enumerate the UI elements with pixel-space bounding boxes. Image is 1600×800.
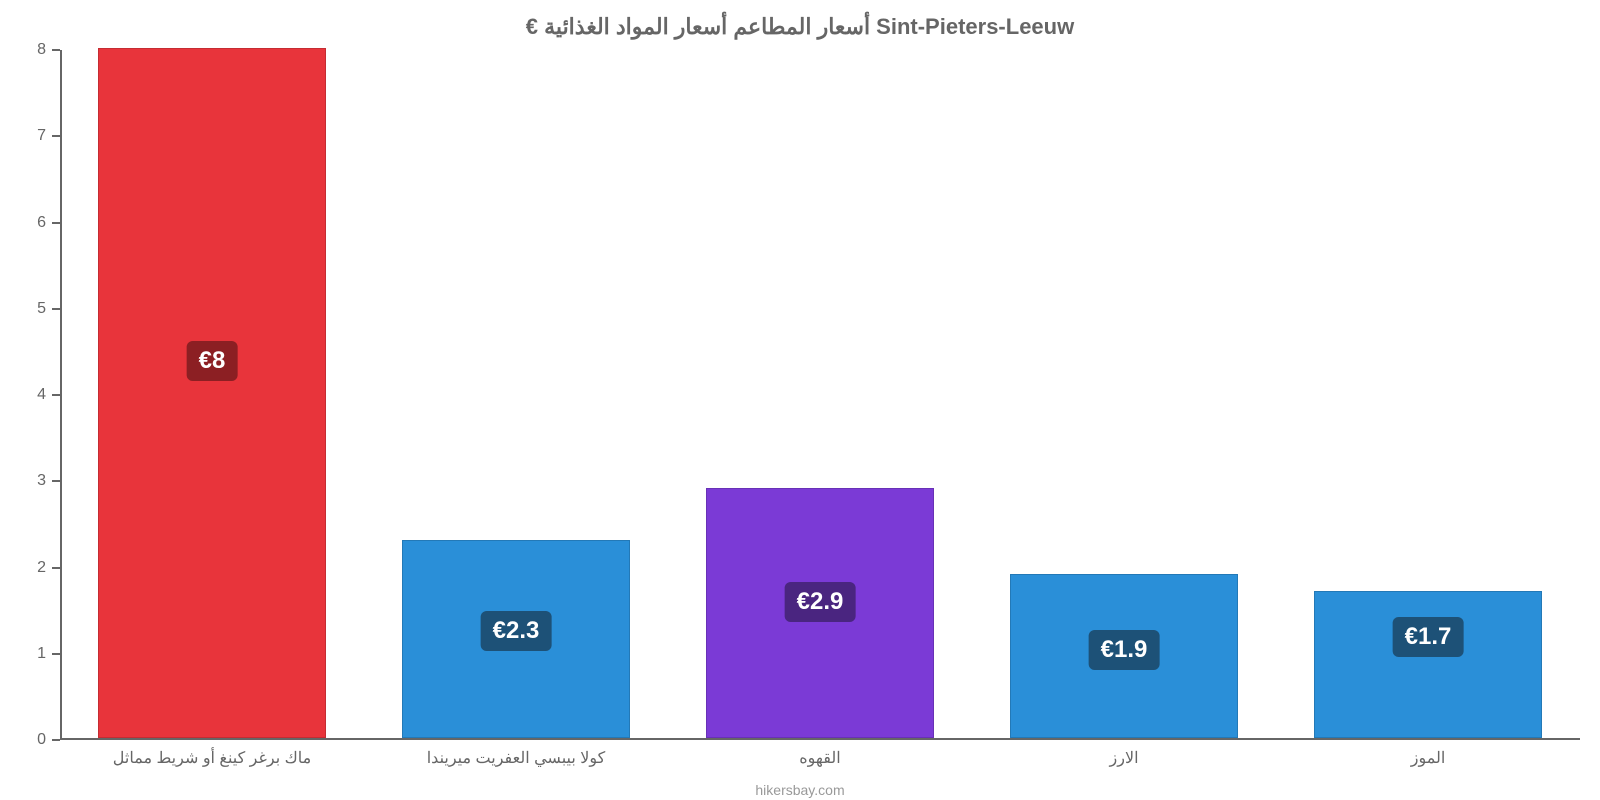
y-tick-label: 5 xyxy=(37,300,46,318)
x-tick-label: كولا بيبسي العفريت ميريندا xyxy=(427,748,606,768)
x-tick-label: الارز xyxy=(1109,748,1138,768)
value-badge: €2.9 xyxy=(785,582,856,622)
x-tick-label: الموز xyxy=(1411,748,1446,768)
y-tick xyxy=(52,49,60,51)
x-axis xyxy=(60,738,1580,740)
y-tick xyxy=(52,222,60,224)
value-badge: €8 xyxy=(187,341,238,381)
y-tick-label: 2 xyxy=(37,559,46,577)
y-tick-label: 1 xyxy=(37,645,46,663)
bar xyxy=(98,48,326,738)
x-tick-label: القهوه xyxy=(799,748,840,768)
y-tick-label: 3 xyxy=(37,472,46,490)
y-tick-label: 8 xyxy=(37,41,46,59)
value-badge: €2.3 xyxy=(481,611,552,651)
x-tick-label: ماك برغر كينغ أو شريط مماثل xyxy=(113,748,311,768)
y-tick xyxy=(52,135,60,137)
y-tick-label: 0 xyxy=(37,731,46,749)
y-tick-label: 6 xyxy=(37,214,46,232)
y-tick xyxy=(52,567,60,569)
y-tick xyxy=(52,739,60,741)
plot-region: 012345678ماك برغر كينغ أو شريط مماثل€8كو… xyxy=(60,50,1580,740)
y-tick xyxy=(52,480,60,482)
chart-area: 012345678ماك برغر كينغ أو شريط مماثل€8كو… xyxy=(60,50,1580,740)
y-tick xyxy=(52,308,60,310)
y-tick-label: 4 xyxy=(37,386,46,404)
y-tick xyxy=(52,394,60,396)
bar xyxy=(1314,591,1542,738)
y-axis xyxy=(60,50,62,740)
value-badge: €1.9 xyxy=(1089,630,1160,670)
chart-title: Sint-Pieters-Leeuw أسعار المطاعم أسعار ا… xyxy=(0,0,1600,40)
y-tick xyxy=(52,653,60,655)
value-badge: €1.7 xyxy=(1393,617,1464,657)
watermark: hikersbay.com xyxy=(755,782,844,798)
y-tick-label: 7 xyxy=(37,127,46,145)
